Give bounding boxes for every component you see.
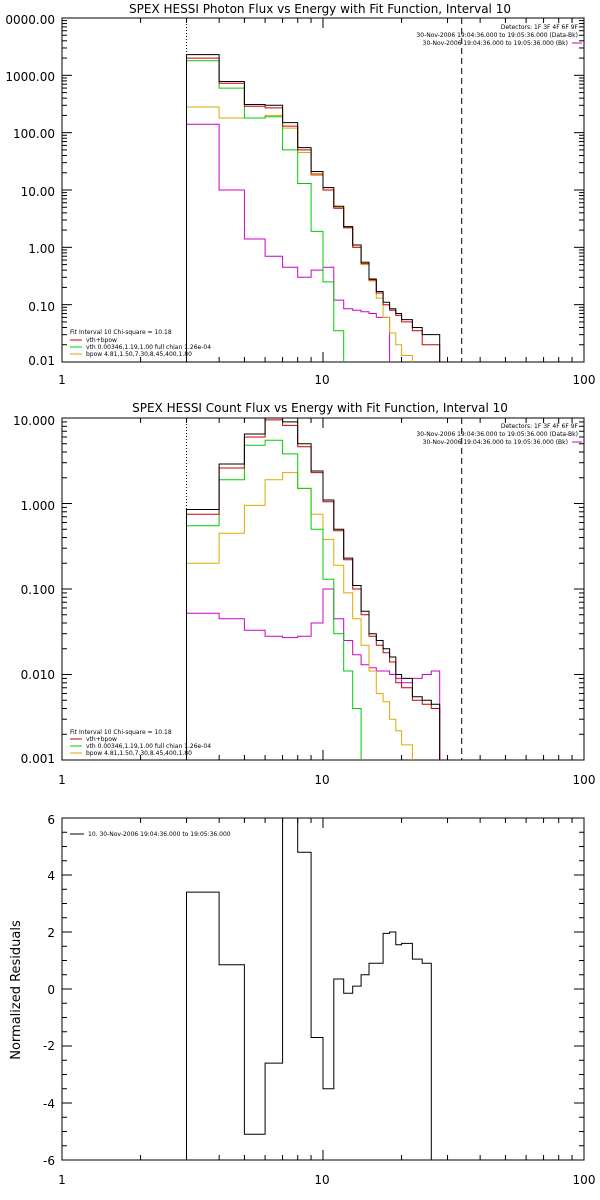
y-tick-label: 0.001	[21, 752, 55, 766]
y-tick-label: 1.000	[21, 499, 55, 513]
y-axis-tick-labels: -6 -4 -2 0 2 4 6	[43, 813, 55, 1168]
info-text: Detectors: 1F 3F 4F 6F 9F 30-Nov-2006 19…	[416, 423, 582, 446]
x-tick-label: 1	[58, 373, 66, 387]
legend-label-model-sum: vth+bpow	[86, 736, 117, 743]
fit-summary-text: Fit Interval 10 Chi-square = 10.18	[70, 329, 172, 336]
x-tick-label: 1	[58, 773, 66, 787]
x-tick-label: 10	[314, 1173, 329, 1187]
detectors-text: Detectors: 1F 3F 4F 6F 9F	[501, 24, 579, 31]
y-axis-label: Normalized Residuals	[9, 920, 24, 1060]
x-tick-label: 100	[573, 1173, 596, 1187]
residuals-panel: Normalized Residuals -6 -4 -2 0 2 4 6 1 …	[9, 813, 595, 1187]
y-tick-label: 10.00	[21, 185, 55, 199]
series-line-total	[186, 54, 441, 362]
legend-label-vth: vth 0.00346,1.19,1.00 full chian 1.26e-0…	[86, 743, 211, 750]
data-interval-text: 30-Nov-2006 19:04:36.000 to 19:05:36.000…	[416, 32, 578, 39]
axis-ticks	[61, 417, 585, 761]
x-axis-tick-labels: 1 10 100	[58, 1173, 595, 1187]
data-interval-text: 30-Nov-2006 19:04:36.000 to 19:05:36.000…	[416, 431, 578, 438]
legend-label-bpow: bpow 4.81,1.50,7.30,8.45,400,1.80	[86, 750, 192, 757]
info-text: Detectors: 1F 3F 4F 6F 9F 30-Nov-2006 19…	[416, 24, 582, 47]
series-line-vth	[186, 60, 345, 362]
legend-label-model-sum: vth+bpow	[86, 337, 117, 344]
fit-summary-text: Fit Interval 10 Chi-square = 10.18	[70, 729, 172, 736]
y-tick-label: -4	[43, 1097, 55, 1111]
y-tick-label: 100.00	[13, 127, 55, 141]
y-axis-tick-labels: 10.000 1.000 0.100 0.010 0.001	[13, 414, 55, 766]
x-axis-tick-labels: 1 10 100	[58, 773, 595, 787]
series-line-background	[186, 123, 391, 362]
axis-ticks	[61, 817, 585, 1161]
x-tick-label: 1	[58, 1173, 66, 1187]
legend-label-vth: vth 0.00346,1.19,1.00 full chian 1.26e-0…	[86, 344, 211, 351]
y-tick-label: 4	[47, 869, 55, 883]
background-interval-text: 30-Nov-2006 19:04:36.000 to 19:05:36.000…	[423, 40, 568, 47]
legend-label-bpow: bpow 4.81,1.50,7.30,8.45,400,1.80	[86, 351, 192, 358]
x-tick-label: 10	[314, 373, 329, 387]
chart-title: SPEX HESSI Photon Flux vs Energy with Fi…	[129, 2, 511, 16]
y-tick-label: 10.000	[13, 414, 55, 428]
count-flux-panel: SPEX HESSI Count Flux vs Energy with Fit…	[13, 401, 595, 787]
background-interval-text: 30-Nov-2006 19:04:36.000 to 19:05:36.000…	[423, 439, 568, 446]
y-tick-label: 1.00	[28, 242, 55, 256]
y-tick-label: -6	[43, 1154, 55, 1168]
x-axis-tick-labels: 1 10 100	[58, 373, 595, 387]
series-line-bpow	[186, 472, 413, 760]
y-tick-label: -2	[43, 1039, 55, 1053]
legend: Fit Interval 10 Chi-square = 10.18 vth+b…	[70, 329, 211, 358]
y-tick-label: 0.01	[28, 354, 55, 368]
x-tick-label: 10	[314, 773, 329, 787]
legend-label-residual-interval: 10. 30-Nov-2006 19:04:36.000 to 19:05:36…	[88, 831, 231, 838]
y-tick-label: 1000.00	[5, 70, 55, 84]
series-line-bpow	[186, 106, 413, 362]
x-tick-label: 100	[573, 773, 596, 787]
y-axis-tick-labels: 0000.00 1000.00 100.00 10.00 1.00 0.10 0…	[5, 13, 55, 368]
y-tick-label: 0.100	[21, 583, 55, 597]
y-tick-label: 2	[47, 926, 55, 940]
y-tick-label: 6	[47, 813, 55, 827]
y-tick-label: 0000.00	[5, 13, 55, 27]
x-tick-label: 100	[573, 373, 596, 387]
series-line-total	[186, 818, 432, 1160]
series-line-model-sum	[186, 57, 441, 362]
chart-title: SPEX HESSI Count Flux vs Energy with Fit…	[132, 401, 508, 415]
photon-flux-panel: SPEX HESSI Photon Flux vs Energy with Fi…	[5, 2, 595, 387]
series-line-model-sum	[186, 419, 441, 760]
legend: Fit Interval 10 Chi-square = 10.18 vth+b…	[70, 729, 211, 757]
y-tick-label: 0	[47, 983, 55, 997]
detectors-text: Detectors: 1F 3F 4F 6F 9F	[501, 423, 579, 430]
y-tick-label: 0.010	[21, 668, 55, 682]
y-tick-label: 0.10	[28, 300, 55, 314]
plot-frame	[61, 817, 585, 1161]
series-line-total	[186, 418, 441, 760]
legend: 10. 30-Nov-2006 19:04:36.000 to 19:05:36…	[70, 831, 231, 838]
axis-ticks	[61, 17, 585, 363]
